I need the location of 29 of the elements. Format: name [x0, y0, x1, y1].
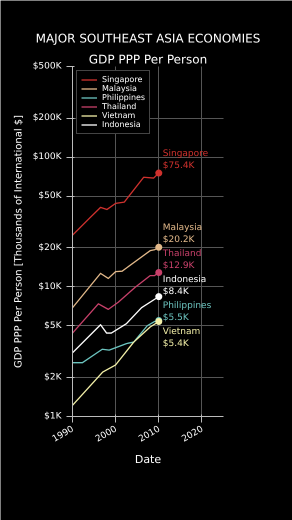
legend-label: Thailand [102, 102, 136, 111]
chart-subtitle: GDP PPP Per Person [88, 52, 208, 66]
y-tick-label: $50K [38, 191, 63, 202]
legend-label: Malaysia [102, 84, 137, 93]
legend-label: Vietnam [102, 111, 136, 120]
annotation: Philippines $5.5K [162, 301, 212, 324]
y-tick-label: $1K [44, 412, 63, 422]
y-tick-label: $200K [32, 113, 63, 124]
point [155, 268, 162, 276]
legend-label: Philippines [102, 93, 146, 102]
annotation: Malaysia $20.2K [162, 223, 202, 246]
y-tick-label: $2K [44, 372, 63, 382]
y-tick-label: $5K [44, 320, 63, 331]
annotation: Singapore $75.4K [162, 149, 209, 172]
point [155, 293, 162, 300]
annotation: Indonesia $8.4K [162, 275, 206, 298]
legend-label: Indonesia [102, 120, 141, 129]
legend-label: Singapore [102, 75, 142, 84]
y-tick-label: $20K [38, 242, 63, 253]
annotation: Thailand $12.9K [162, 249, 202, 272]
y-axis-title: GDP PPP Per Person [Thousands of International $] [14, 114, 25, 368]
y-tick-label: $100K [32, 152, 63, 162]
y-tick-label: $500K [32, 62, 63, 72]
point [155, 244, 162, 251]
x-axis-title: Date [134, 453, 162, 466]
point [155, 170, 162, 177]
y-tick-label: $10K [38, 282, 63, 292]
annotation: Vietnam $5.4K [162, 327, 200, 350]
chart-title: MAJOR SOUTHEAST ASIA ECONOMIES [36, 32, 260, 46]
